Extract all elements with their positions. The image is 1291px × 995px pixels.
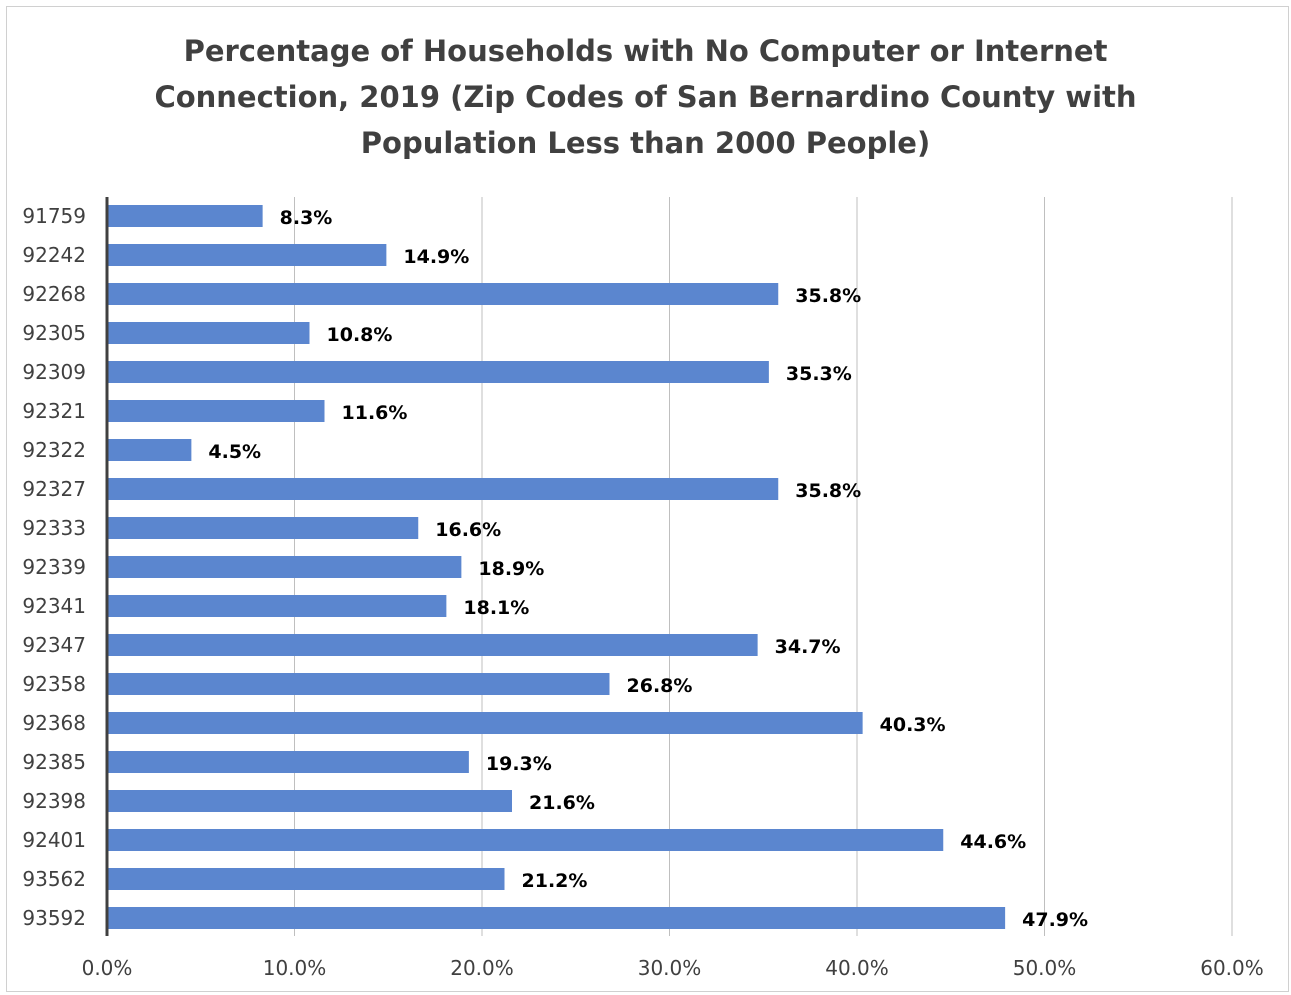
- bar: [108, 673, 610, 695]
- data-label: 35.8%: [795, 285, 861, 307]
- category-label: 92339: [22, 555, 86, 579]
- x-tick-label: 50.0%: [1013, 956, 1077, 980]
- data-label: 21.2%: [522, 870, 588, 892]
- data-label: 4.5%: [208, 441, 261, 463]
- category-label: 91759: [22, 204, 86, 228]
- category-label: 92268: [22, 282, 86, 306]
- data-label: 14.9%: [403, 246, 469, 268]
- x-tick-label: 30.0%: [638, 956, 702, 980]
- bar: [108, 712, 863, 734]
- category-label: 93562: [22, 867, 86, 891]
- bar: [108, 751, 469, 773]
- category-label: 92327: [22, 477, 86, 501]
- x-tick-label: 20.0%: [450, 956, 514, 980]
- x-tick-label: 0.0%: [82, 956, 133, 980]
- category-label: 92401: [22, 828, 86, 852]
- data-labels: 8.3% 14.9% 35.8% 10.8% 35.3% 11.6% 4.5% 35.8% 16…: [208, 207, 1088, 931]
- chart-title: Percentage of Households with No Compute…: [0, 28, 1291, 166]
- chart-title-line-3: Population Less than 2000 People): [360, 126, 931, 160]
- data-label: 40.3%: [880, 714, 946, 736]
- bar: [108, 556, 462, 578]
- bar: [108, 400, 325, 422]
- category-label: 92305: [22, 321, 86, 345]
- data-label: 21.6%: [529, 792, 595, 814]
- bar: [108, 907, 1006, 929]
- bar: [108, 595, 447, 617]
- bar: [108, 868, 505, 890]
- data-label: 11.6%: [342, 402, 408, 424]
- category-label: 93592: [22, 906, 86, 930]
- category-label: 92341: [22, 594, 86, 618]
- category-label: 92398: [22, 789, 86, 813]
- chart-title-line-2: Connection, 2019 (Zip Codes of San Berna…: [154, 80, 1137, 114]
- bar: [108, 244, 387, 266]
- data-label: 16.6%: [435, 519, 501, 541]
- bars: [108, 205, 1006, 929]
- category-label: 92385: [22, 750, 86, 774]
- bar: [108, 439, 192, 461]
- data-label: 10.8%: [327, 324, 393, 346]
- data-label: 19.3%: [486, 753, 552, 775]
- x-tick-labels: 0.0% 10.0% 20.0% 30.0% 40.0% 50.0% 60.0%: [82, 956, 1264, 980]
- category-labels: 91759 92242 92268 92305 92309 92321 92322 92327…: [22, 204, 86, 930]
- bar: [108, 829, 944, 851]
- chart-title-line-1: Percentage of Households with No Compute…: [183, 34, 1108, 68]
- category-label: 92322: [22, 438, 86, 462]
- category-label: 92321: [22, 399, 86, 423]
- category-label: 92333: [22, 516, 86, 540]
- category-label: 92309: [22, 360, 86, 384]
- data-label: 35.8%: [795, 480, 861, 502]
- x-tick-label: 60.0%: [1200, 956, 1264, 980]
- data-label: 8.3%: [280, 207, 333, 229]
- bar: [108, 478, 779, 500]
- bar: [108, 283, 779, 305]
- x-tick-label: 40.0%: [825, 956, 889, 980]
- category-label: 92242: [22, 243, 86, 267]
- bar: [108, 634, 758, 656]
- data-label: 47.9%: [1022, 909, 1088, 931]
- bar: [108, 205, 263, 227]
- data-label: 44.6%: [960, 831, 1026, 853]
- data-label: 18.1%: [463, 597, 529, 619]
- data-label: 35.3%: [786, 363, 852, 385]
- bar: [108, 790, 512, 812]
- x-tick-label: 10.0%: [263, 956, 327, 980]
- bar: [108, 322, 310, 344]
- bar: [108, 361, 769, 383]
- data-label: 26.8%: [627, 675, 693, 697]
- category-label: 92347: [22, 633, 86, 657]
- category-label: 92368: [22, 711, 86, 735]
- data-label: 34.7%: [775, 636, 841, 658]
- data-label: 18.9%: [478, 558, 544, 580]
- category-label: 92358: [22, 672, 86, 696]
- bar: [108, 517, 419, 539]
